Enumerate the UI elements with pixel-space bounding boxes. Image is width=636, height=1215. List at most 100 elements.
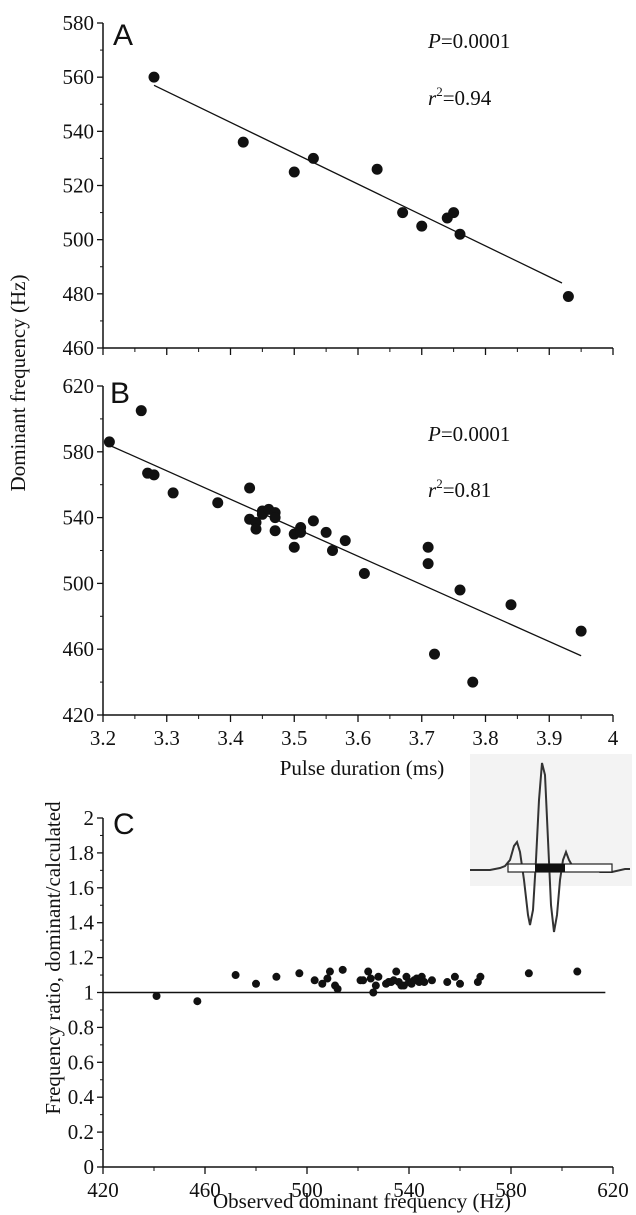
data-point	[374, 972, 383, 981]
data-point	[562, 291, 574, 303]
data-point	[295, 969, 304, 978]
frequency-ratio-axis-label: Frequency ratio, dominant/calculated	[41, 801, 65, 1115]
y-tick-label: 540	[63, 119, 95, 143]
inset-duration-bar-fill	[535, 864, 565, 872]
data-point	[392, 967, 401, 976]
data-point	[103, 436, 115, 448]
panel-a-points	[148, 71, 574, 303]
y-tick-label: 0	[84, 1155, 95, 1179]
data-point	[272, 972, 281, 981]
panel-a-y-ticks: 460 480 500 520 540 560 580	[63, 11, 103, 360]
y-tick-label: 1.8	[68, 841, 94, 865]
data-point	[454, 228, 466, 240]
panel-b-x-ticks: 3.2 3.3 3.4 3.5 3.6 3.7 3.8 3.9 4	[90, 715, 619, 750]
data-point	[575, 625, 587, 637]
data-point	[318, 979, 327, 988]
data-point	[250, 523, 262, 535]
panel-c-x-ticks: 420 460 500 540 580 620	[87, 1167, 629, 1202]
data-point	[333, 985, 342, 994]
y-tick-label: 480	[63, 282, 95, 306]
data-point	[397, 207, 409, 219]
data-point	[476, 972, 485, 981]
y-tick-label: 0.2	[68, 1120, 94, 1144]
x-tick-label: 620	[597, 1178, 629, 1202]
data-point	[307, 152, 319, 164]
y-tick-label: 0.4	[68, 1085, 95, 1109]
data-point	[231, 971, 240, 980]
data-point	[456, 979, 464, 988]
panel-b-y-ticks: 420 460 500 540 580 620	[63, 374, 103, 727]
panel-a-r2-stat: r2=0.94	[428, 84, 492, 110]
data-point	[237, 136, 249, 148]
data-point	[443, 978, 452, 987]
data-point	[338, 965, 347, 974]
panel-b-axes	[102, 386, 613, 716]
data-point	[295, 526, 307, 538]
panel-a-axes	[102, 23, 613, 349]
data-point	[467, 676, 479, 688]
panel-a: 460 480 500 520 540 560 580 A P=0.0001 r2=0.94	[63, 11, 614, 360]
y-tick-label: 1	[84, 981, 95, 1005]
y-tick-label: 580	[63, 440, 95, 464]
y-tick-label: 500	[63, 571, 95, 595]
panel-a-x-ticks	[102, 348, 614, 355]
x-tick-label: 3.4	[217, 726, 244, 750]
data-point	[320, 526, 332, 538]
data-point	[416, 220, 428, 232]
pulse-waveform-inset	[470, 754, 632, 933]
data-point	[420, 978, 429, 987]
y-tick-label: 560	[63, 65, 95, 89]
x-tick-label: 3.9	[536, 726, 562, 750]
data-point	[454, 584, 466, 596]
data-point	[422, 558, 434, 570]
y-tick-label: 420	[63, 703, 95, 727]
data-point	[310, 976, 319, 985]
data-point	[339, 535, 351, 547]
data-point	[371, 981, 380, 990]
y-tick-label: 0.8	[68, 1015, 94, 1039]
y-tick-label: 540	[63, 506, 95, 530]
panel-b-r2-stat: r2=0.81	[428, 476, 491, 502]
y-tick-label: 1.4	[68, 911, 95, 935]
data-point	[429, 648, 440, 660]
y-tick-label: 520	[63, 174, 95, 198]
data-point	[244, 482, 256, 494]
data-point	[148, 71, 160, 83]
data-point	[252, 979, 260, 988]
x-tick-label: 3.2	[90, 726, 116, 750]
data-point	[269, 512, 281, 524]
data-point	[448, 207, 460, 219]
data-point	[524, 969, 533, 978]
y-tick-label: 2	[84, 806, 95, 830]
y-tick-label: 0.6	[68, 1050, 94, 1074]
panel-b-fit-line	[109, 444, 582, 657]
data-point	[359, 976, 368, 985]
x-tick-label: 3.5	[281, 726, 307, 750]
x-tick-label: 580	[495, 1178, 527, 1202]
data-point	[212, 497, 224, 509]
data-point	[269, 525, 281, 537]
data-point	[366, 974, 375, 983]
x-tick-label: 540	[393, 1178, 425, 1202]
y-tick-label: 1.6	[68, 876, 94, 900]
data-point	[323, 974, 332, 983]
panel-a-p-stat: P=0.0001	[427, 29, 510, 53]
data-point	[371, 163, 383, 175]
x-tick-label: 3.6	[345, 726, 371, 750]
panel-b-letter: B	[110, 377, 130, 410]
y-tick-label: 620	[63, 374, 95, 398]
data-point	[307, 515, 319, 527]
x-tick-label: 4	[608, 726, 619, 750]
x-tick-label: 420	[87, 1178, 119, 1202]
panel-b-p-stat: P=0.0001	[427, 422, 510, 446]
data-point	[288, 541, 300, 553]
data-point	[152, 991, 161, 1000]
data-point	[193, 997, 202, 1006]
panel-a-letter: A	[113, 19, 133, 52]
panel-c: 0 0.2 0.4 0.6 0.8 1 1.2 1.4 1.6 1.8 2 420 460 500 540…	[41, 754, 632, 1213]
y-tick-label: 580	[63, 11, 95, 35]
data-point	[505, 599, 517, 611]
data-point	[427, 976, 436, 985]
x-tick-label: 500	[291, 1178, 323, 1202]
